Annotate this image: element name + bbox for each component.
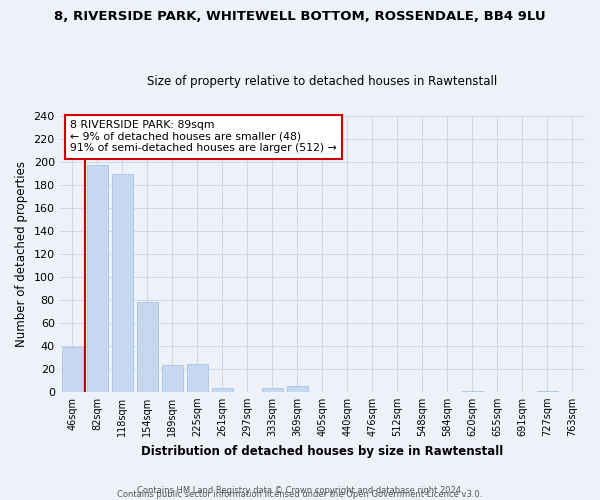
- Text: 8, RIVERSIDE PARK, WHITEWELL BOTTOM, ROSSENDALE, BB4 9LU: 8, RIVERSIDE PARK, WHITEWELL BOTTOM, ROS…: [54, 10, 546, 23]
- Text: Contains HM Land Registry data © Crown copyright and database right 2024.: Contains HM Land Registry data © Crown c…: [137, 486, 463, 495]
- Bar: [161, 366, 183, 392]
- Bar: [62, 347, 83, 392]
- Title: Size of property relative to detached houses in Rawtenstall: Size of property relative to detached ho…: [147, 76, 497, 88]
- Bar: [212, 388, 233, 392]
- Bar: [137, 302, 158, 392]
- X-axis label: Distribution of detached houses by size in Rawtenstall: Distribution of detached houses by size …: [141, 444, 503, 458]
- Y-axis label: Number of detached properties: Number of detached properties: [15, 161, 28, 347]
- Bar: [462, 390, 483, 392]
- Bar: [112, 174, 133, 392]
- Text: 8 RIVERSIDE PARK: 89sqm
← 9% of detached houses are smaller (48)
91% of semi-det: 8 RIVERSIDE PARK: 89sqm ← 9% of detached…: [70, 120, 337, 154]
- Text: Contains public sector information licensed under the Open Government Licence v3: Contains public sector information licen…: [118, 490, 482, 499]
- Bar: [187, 364, 208, 392]
- Bar: [86, 166, 108, 392]
- Bar: [537, 390, 558, 392]
- Bar: [262, 388, 283, 392]
- Bar: [287, 386, 308, 392]
